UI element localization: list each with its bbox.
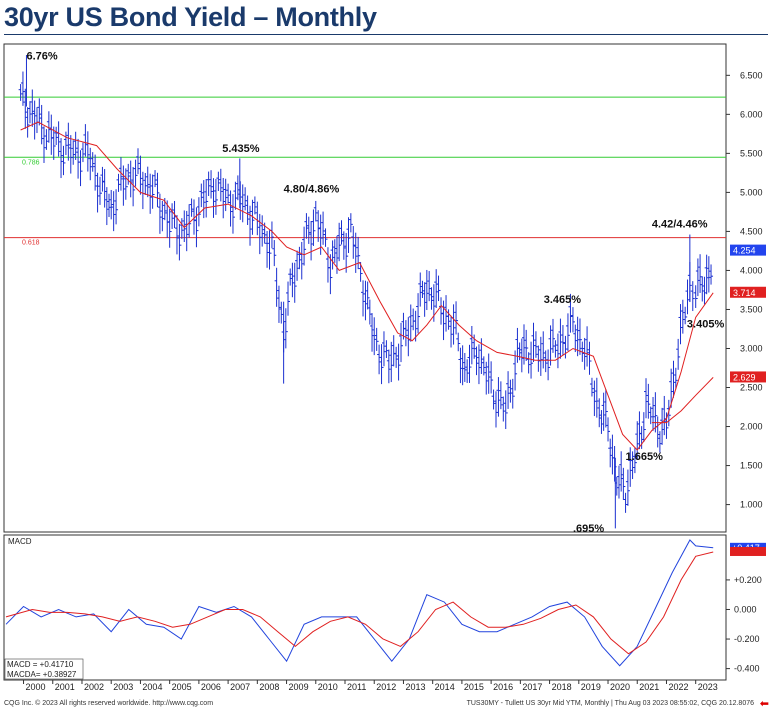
fib-label-2: 0.618 <box>22 240 40 247</box>
macd-line <box>5 539 714 667</box>
x-tick-label-18: 2018 <box>552 682 572 692</box>
y-tick-label-2: 5.500 <box>740 148 763 158</box>
macd-y-ticks: +0.200 0.000 -0.200 -0.400 <box>726 575 762 674</box>
x-tick-label-7: 2007 <box>230 682 250 692</box>
macd-panel-label: MACD <box>8 537 32 546</box>
macda-line <box>5 551 714 655</box>
x-tick-label-21: 2021 <box>639 682 659 692</box>
macd-readout-line: MACD = +0.41710 <box>7 660 74 669</box>
last-value-badge-2 <box>730 371 766 383</box>
price-y-ticks: 6.500 6.000 5.500 5.000 4.500 4.000 3.500 3.000… <box>726 70 763 510</box>
macd-readout-box <box>4 658 84 680</box>
last-value-text-2: 2.629 <box>733 372 756 382</box>
annotation-6: 1.665% <box>626 451 664 463</box>
y-tick-label-6: 3.500 <box>740 304 763 314</box>
macd-y-tick-label-2: -0.200 <box>734 634 760 644</box>
x-tick-label-12: 2012 <box>376 682 396 692</box>
x-tick-label-4: 2004 <box>142 682 162 692</box>
last-value-badges: 4.254 3.714 2.629 <box>730 244 766 383</box>
title-underline <box>4 34 768 35</box>
x-tick-label-8: 2008 <box>259 682 279 692</box>
long-moving-average-line <box>651 377 714 424</box>
annotation-3: 4.42/4.46% <box>652 219 708 231</box>
footer-copyright: CQG Inc. © 2023 All rights reserved worl… <box>4 700 214 707</box>
last-value-badge-0 <box>730 244 766 256</box>
x-tick-label-23: 2023 <box>698 682 718 692</box>
x-tick-label-16: 2016 <box>493 682 513 692</box>
arrow-left-icon[interactable]: ⬅ <box>759 698 769 710</box>
macd-last-badge-1 <box>730 546 766 556</box>
annotation-2: 4.80/4.86% <box>284 183 340 195</box>
x-tick-label-0: 2000 <box>26 682 46 692</box>
y-tick-label-3: 5.000 <box>740 187 763 197</box>
x-tick-label-2: 2002 <box>84 682 104 692</box>
annotation-1: 5.435% <box>222 143 260 155</box>
annotation-5: 3.405% <box>687 318 725 330</box>
x-tick-label-11: 2011 <box>347 682 366 692</box>
y-tick-label-1: 6.000 <box>740 109 763 119</box>
annotations-group: 6.76% 5.435% 4.80/4.86% 4.42/4.46% 3.465% 3.4… <box>26 51 724 535</box>
x-axis-ticks: 2000 2001 2002 2003 2004 2005 2006 2007 2008 2009… <box>23 680 718 692</box>
macd-lines-group: +0.417 <box>5 539 766 667</box>
y-tick-label-8: 2.500 <box>740 383 763 393</box>
y-tick-label-11: 1.000 <box>740 500 763 510</box>
y-tick-label-7: 3.000 <box>740 343 763 353</box>
x-tick-label-22: 2022 <box>668 682 688 692</box>
x-tick-label-5: 2005 <box>172 682 192 692</box>
x-tick-label-9: 2009 <box>289 682 309 692</box>
price-bars-group <box>18 55 714 529</box>
x-tick-label-20: 2020 <box>610 682 630 692</box>
fib-lines-group: 0.786 0.618 <box>4 96 726 247</box>
annotation-0: 6.76% <box>26 51 57 63</box>
footer-symbol-info: TUS30MY - Tullett US 30yr Mid YTM, Month… <box>466 700 754 707</box>
chart-title: 30yr US Bond Yield – Monthly <box>4 2 377 32</box>
y-tick-label-10: 1.500 <box>740 461 763 471</box>
last-value-badge-1 <box>730 286 766 298</box>
moving-average-group <box>20 121 714 451</box>
moving-average-line <box>20 121 714 451</box>
annotation-4: 3.465% <box>544 294 582 306</box>
fib-label-1: 0.786 <box>22 159 40 166</box>
macda-readout-line: MACDA= +0.38927 <box>7 670 77 679</box>
macd-y-tick-label-1: 0.000 <box>734 604 757 614</box>
x-tick-label-3: 2003 <box>113 682 133 692</box>
last-value-text-1: 3.714 <box>733 288 756 298</box>
x-tick-label-1: 2001 <box>55 682 75 692</box>
x-tick-label-13: 2013 <box>405 682 425 692</box>
macd-y-tick-label-3: -0.400 <box>734 664 760 674</box>
x-tick-label-17: 2017 <box>522 682 542 692</box>
y-tick-label-0: 6.500 <box>740 70 763 80</box>
x-tick-label-6: 2006 <box>201 682 221 692</box>
y-tick-label-9: 2.000 <box>740 422 763 432</box>
y-tick-label-4: 4.500 <box>740 226 763 236</box>
x-tick-label-10: 2010 <box>318 682 338 692</box>
last-value-text-0: 4.254 <box>733 246 756 256</box>
x-tick-label-15: 2015 <box>464 682 484 692</box>
macd-y-tick-label-0: +0.200 <box>734 575 762 585</box>
y-tick-label-5: 4.000 <box>740 265 763 275</box>
x-tick-label-19: 2019 <box>581 682 601 692</box>
annotation-7: .695% <box>573 523 604 535</box>
macd-panel <box>3 534 727 681</box>
x-tick-label-14: 2014 <box>435 682 455 692</box>
